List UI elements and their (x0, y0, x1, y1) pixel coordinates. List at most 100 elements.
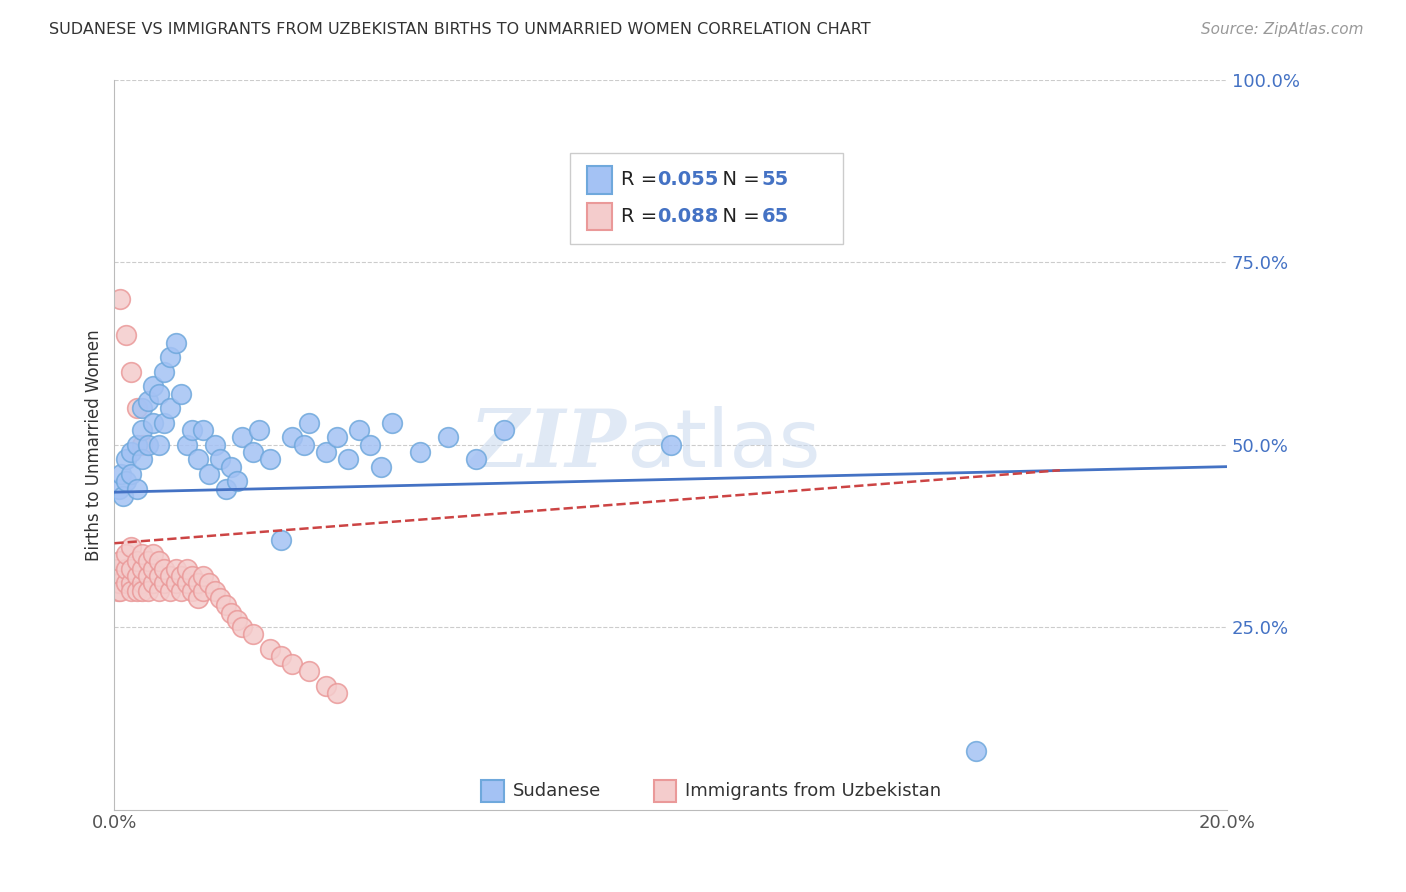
Point (136, 438, 159, 452)
Point (219, 606, 242, 620)
Point (159, 569, 181, 583)
Point (409, 445, 432, 459)
Point (242, 445, 264, 459)
Point (120, 445, 142, 459)
Point (136, 583, 159, 598)
Text: Immigrants from Uzbekistan: Immigrants from Uzbekistan (685, 782, 941, 800)
Point (326, 430, 349, 444)
Text: 55: 55 (762, 170, 789, 189)
Point (159, 350, 181, 364)
Point (136, 394, 159, 409)
Point (105, 562, 128, 576)
Point (104, 569, 127, 583)
Point (148, 583, 170, 598)
Point (204, 438, 226, 452)
Point (219, 459, 242, 474)
Point (198, 576, 221, 591)
Point (492, 423, 515, 437)
Point (108, 576, 131, 591)
Point (170, 569, 193, 583)
Point (131, 423, 153, 437)
FancyBboxPatch shape (654, 780, 676, 802)
Point (108, 554, 131, 568)
Point (125, 583, 148, 598)
Point (120, 562, 142, 576)
Point (153, 576, 176, 591)
Point (108, 583, 131, 598)
Point (193, 583, 215, 598)
Point (114, 562, 136, 576)
Point (125, 438, 148, 452)
Point (114, 328, 136, 343)
Point (204, 583, 226, 598)
Point (120, 576, 142, 591)
Y-axis label: Births to Unmarried Women: Births to Unmarried Women (86, 329, 103, 560)
Point (181, 583, 204, 598)
Point (125, 569, 148, 583)
Point (114, 475, 136, 489)
Point (108, 292, 131, 306)
Text: atlas: atlas (626, 406, 821, 483)
Point (131, 562, 153, 576)
Point (114, 547, 136, 561)
Point (326, 686, 349, 700)
Point (214, 599, 236, 613)
Point (148, 438, 170, 452)
Point (259, 642, 281, 657)
Point (125, 401, 148, 416)
Point (181, 423, 204, 437)
Point (142, 379, 165, 393)
Point (437, 430, 460, 444)
Point (131, 583, 153, 598)
Point (187, 591, 209, 605)
Point (148, 386, 170, 401)
Point (209, 591, 232, 605)
Point (165, 576, 187, 591)
Point (966, 744, 988, 758)
Point (120, 540, 142, 554)
Point (153, 365, 176, 379)
Point (259, 452, 281, 467)
Point (114, 576, 136, 591)
Point (159, 401, 181, 416)
Point (108, 569, 131, 583)
Point (315, 445, 337, 459)
Point (359, 438, 381, 452)
Point (231, 430, 253, 444)
Point (110, 467, 132, 481)
Point (298, 664, 321, 678)
FancyBboxPatch shape (588, 202, 612, 230)
Point (165, 335, 187, 350)
Point (125, 482, 148, 496)
Point (131, 576, 153, 591)
Text: SUDANESE VS IMMIGRANTS FROM UZBEKISTAN BIRTHS TO UNMARRIED WOMEN CORRELATION CHA: SUDANESE VS IMMIGRANTS FROM UZBEKISTAN B… (49, 22, 870, 37)
Point (131, 401, 153, 416)
Point (153, 562, 176, 576)
Point (108, 482, 131, 496)
Point (125, 554, 148, 568)
Point (159, 583, 181, 598)
Point (170, 583, 193, 598)
Text: Source: ZipAtlas.com: Source: ZipAtlas.com (1201, 22, 1364, 37)
Point (225, 613, 247, 627)
Point (214, 482, 236, 496)
Text: ZIP: ZIP (470, 406, 626, 483)
Point (165, 562, 187, 576)
Point (381, 416, 404, 430)
Point (187, 576, 209, 591)
Text: R =: R = (620, 207, 664, 226)
Point (292, 438, 315, 452)
Point (148, 554, 170, 568)
Point (347, 423, 370, 437)
Point (136, 554, 159, 568)
Text: N =: N = (710, 207, 765, 226)
Point (231, 620, 253, 634)
Point (131, 452, 153, 467)
Point (176, 562, 198, 576)
Point (181, 569, 204, 583)
Point (242, 627, 264, 641)
FancyBboxPatch shape (571, 153, 844, 244)
Point (659, 438, 682, 452)
Point (148, 569, 170, 583)
Text: N =: N = (710, 170, 765, 189)
